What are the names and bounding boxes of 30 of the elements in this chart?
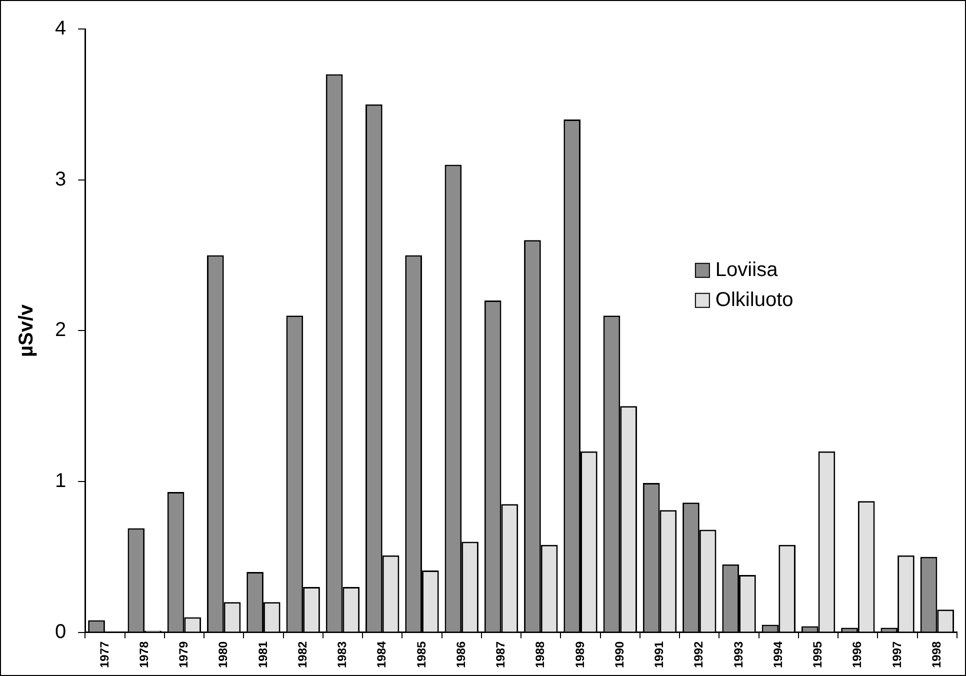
y-tick-label: 2 — [55, 319, 66, 342]
y-tick-label: 1 — [55, 470, 66, 492]
x-tick-label: 1981 — [256, 640, 270, 668]
x-tick-label: 1991 — [652, 640, 666, 668]
x-tick-label: 1995 — [810, 640, 825, 668]
x-tick-label: 1990 — [612, 640, 626, 668]
y-tick-label: 0 — [55, 620, 66, 643]
x-tick-label: 1985 — [414, 640, 428, 668]
x-tick-label: 1982 — [295, 640, 310, 668]
x-tick-label: 1989 — [572, 640, 587, 668]
x-tick-label: 1997 — [890, 640, 904, 668]
x-tick-label: 1983 — [335, 640, 350, 668]
y-tick-label: 3 — [55, 168, 66, 190]
x-tick-label: 1993 — [731, 640, 746, 668]
x-tick-label: 1977 — [97, 640, 112, 668]
y-axis-title: µSv/v — [16, 303, 38, 357]
x-tick-label: 1978 — [136, 640, 151, 668]
x-tick-label: 1979 — [176, 640, 191, 668]
x-tick-label: 1996 — [850, 640, 864, 668]
x-tick-label: 1992 — [692, 640, 706, 668]
y-tick-label: 4 — [55, 18, 66, 40]
x-tick-label: 1998 — [929, 640, 944, 668]
x-tick-label: 1987 — [494, 640, 508, 668]
legend-label: Loviisa — [715, 258, 779, 281]
x-tick-label: 1994 — [770, 640, 785, 668]
legend-label: Olkiluoto — [715, 288, 794, 311]
x-tick-label: 1980 — [216, 640, 230, 668]
x-tick-label: 1984 — [374, 640, 389, 668]
x-tick-label: 1988 — [533, 640, 548, 668]
x-tick-label: 1986 — [454, 640, 468, 668]
